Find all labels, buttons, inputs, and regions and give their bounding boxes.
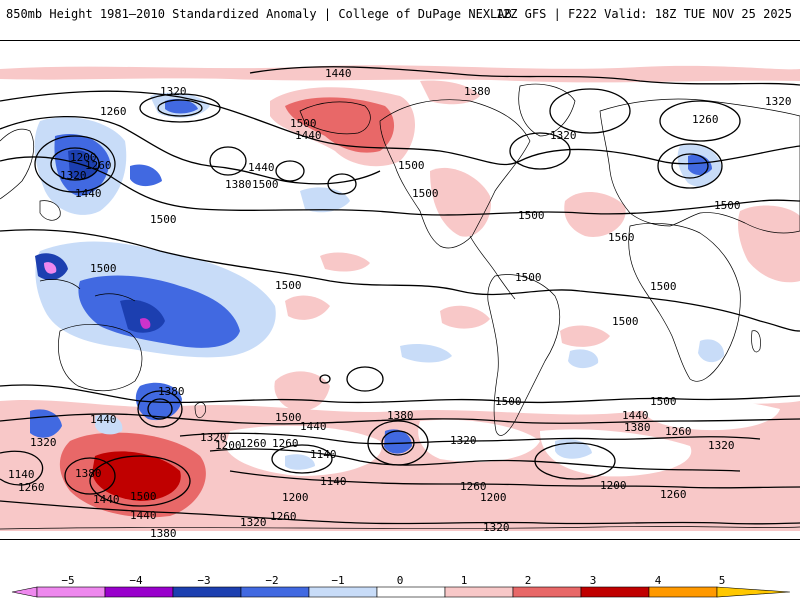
contour-label: 1500	[398, 159, 425, 172]
contour-label: 1260	[240, 437, 267, 450]
scale-segment	[104, 586, 174, 598]
scale-segment	[240, 586, 310, 598]
contour-label: 1560	[608, 231, 635, 244]
contour-label: 1320	[483, 521, 510, 534]
contour-label: 1440	[75, 187, 102, 200]
contour-label: 1500	[495, 395, 522, 408]
model-valid-time: 12Z GFS | F222 Valid: 18Z TUE NOV 25 202…	[495, 7, 792, 21]
contour-label: 1200	[70, 151, 97, 164]
map-canvas: 1320 1440 1380 1320 1260 1500 1440 1320 …	[0, 65, 800, 540]
contour-label: 1440	[248, 161, 275, 174]
contour-label: 1500	[252, 178, 279, 191]
contour-label: 1380	[75, 467, 102, 480]
scale-segment	[308, 586, 378, 598]
contour-label: 1380	[150, 527, 177, 540]
contour-label: 1500	[650, 280, 677, 293]
scale-tick-label: −1	[331, 574, 345, 587]
contour-label: 1500	[130, 490, 157, 503]
contour-label: 1200	[282, 491, 309, 504]
scale-tick-label: −2	[265, 574, 279, 587]
contour-label: 1260	[692, 113, 719, 126]
contour-labels: 1320 1440 1380 1320 1260 1500 1440 1320 …	[8, 67, 792, 540]
contour-label: 1440	[295, 129, 322, 142]
scale-tick-label: −5	[61, 574, 75, 587]
scale-segment	[580, 586, 650, 598]
contour-label: 1260	[665, 425, 692, 438]
scale-segment	[444, 586, 514, 598]
scale-tick-label: 4	[654, 574, 662, 587]
contour-label: 1500	[90, 262, 117, 275]
scale-arrow-high	[716, 586, 791, 598]
scale-tick-label: 2	[524, 574, 532, 587]
scale-tick-label: 1	[460, 574, 468, 587]
contour-label: 1320	[550, 129, 577, 142]
contour-label: 1320	[240, 516, 267, 529]
contour-label: 1260	[18, 481, 45, 494]
color-scale	[0, 572, 800, 600]
contour-label: 1500	[275, 411, 302, 424]
contour-label: 1380	[387, 409, 414, 422]
anomaly-shading	[0, 65, 800, 531]
scale-tick-label: 5	[718, 574, 726, 587]
anomaly-map[interactable]: 1320 1440 1380 1320 1260 1500 1440 1320 …	[0, 40, 800, 540]
contour-label: 1500	[714, 199, 741, 212]
contour-label: 1320	[450, 434, 477, 447]
contour-label: 1500	[150, 213, 177, 226]
contour-label: 1500	[518, 209, 545, 222]
scale-arrow-low	[11, 586, 38, 598]
contour-label: 1140	[310, 448, 337, 461]
contour-label: 1260	[272, 437, 299, 450]
contour-label: 1140	[320, 475, 347, 488]
contour-label: 1320	[765, 95, 792, 108]
scale-segment	[376, 586, 446, 598]
contour-label: 1440	[93, 493, 120, 506]
scale-tick-label: −3	[197, 574, 211, 587]
contour-label: 1320	[708, 439, 735, 452]
contour-label: 1320	[200, 431, 227, 444]
contour-label: 1260	[660, 488, 687, 501]
continent-outlines	[0, 83, 800, 530]
contour-label: 1260	[85, 159, 112, 172]
contour-label: 1500	[612, 315, 639, 328]
scale-tick-label: 3	[589, 574, 597, 587]
contour-label: 1320	[160, 85, 187, 98]
scale-tick-label: −4	[129, 574, 143, 587]
scale-segment	[512, 586, 582, 598]
contour-label: 1260	[460, 480, 487, 493]
contour-label: 1260	[270, 510, 297, 523]
scale-segment	[172, 586, 242, 598]
scale-segment	[648, 586, 718, 598]
contour-label: 1260	[100, 105, 127, 118]
contour-label: 1440	[300, 420, 327, 433]
contour-label: 1380	[464, 85, 491, 98]
contour-label: 1440	[90, 413, 117, 426]
contour-label: 1200	[215, 439, 242, 452]
color-scale-bar	[11, 586, 791, 598]
contour-label: 1320	[30, 436, 57, 449]
contour-label: 1440	[622, 409, 649, 422]
contour-label: 1500	[515, 271, 542, 284]
contour-label: 1380	[225, 178, 252, 191]
contour-label: 1440	[130, 509, 157, 522]
contour-label: 1500	[275, 279, 302, 292]
contour-label: 1500	[290, 117, 317, 130]
contour-label: 1500	[412, 187, 439, 200]
contour-label: 1440	[325, 67, 352, 80]
height-contours	[0, 66, 800, 525]
contour-label: 1320	[60, 169, 87, 182]
contour-label: 1200	[480, 491, 507, 504]
scale-tick-label: 0	[396, 574, 404, 587]
contour-label: 1200	[600, 479, 627, 492]
contour-label: 1140	[8, 468, 35, 481]
map-title: 850mb Height 1981–2010 Standardized Anom…	[6, 7, 512, 21]
contour-label: 1380	[158, 385, 185, 398]
contour-label: 1500	[650, 395, 677, 408]
header: 850mb Height 1981–2010 Standardized Anom…	[0, 0, 800, 40]
contour-label: 1380	[624, 421, 651, 434]
scale-segment	[36, 586, 106, 598]
